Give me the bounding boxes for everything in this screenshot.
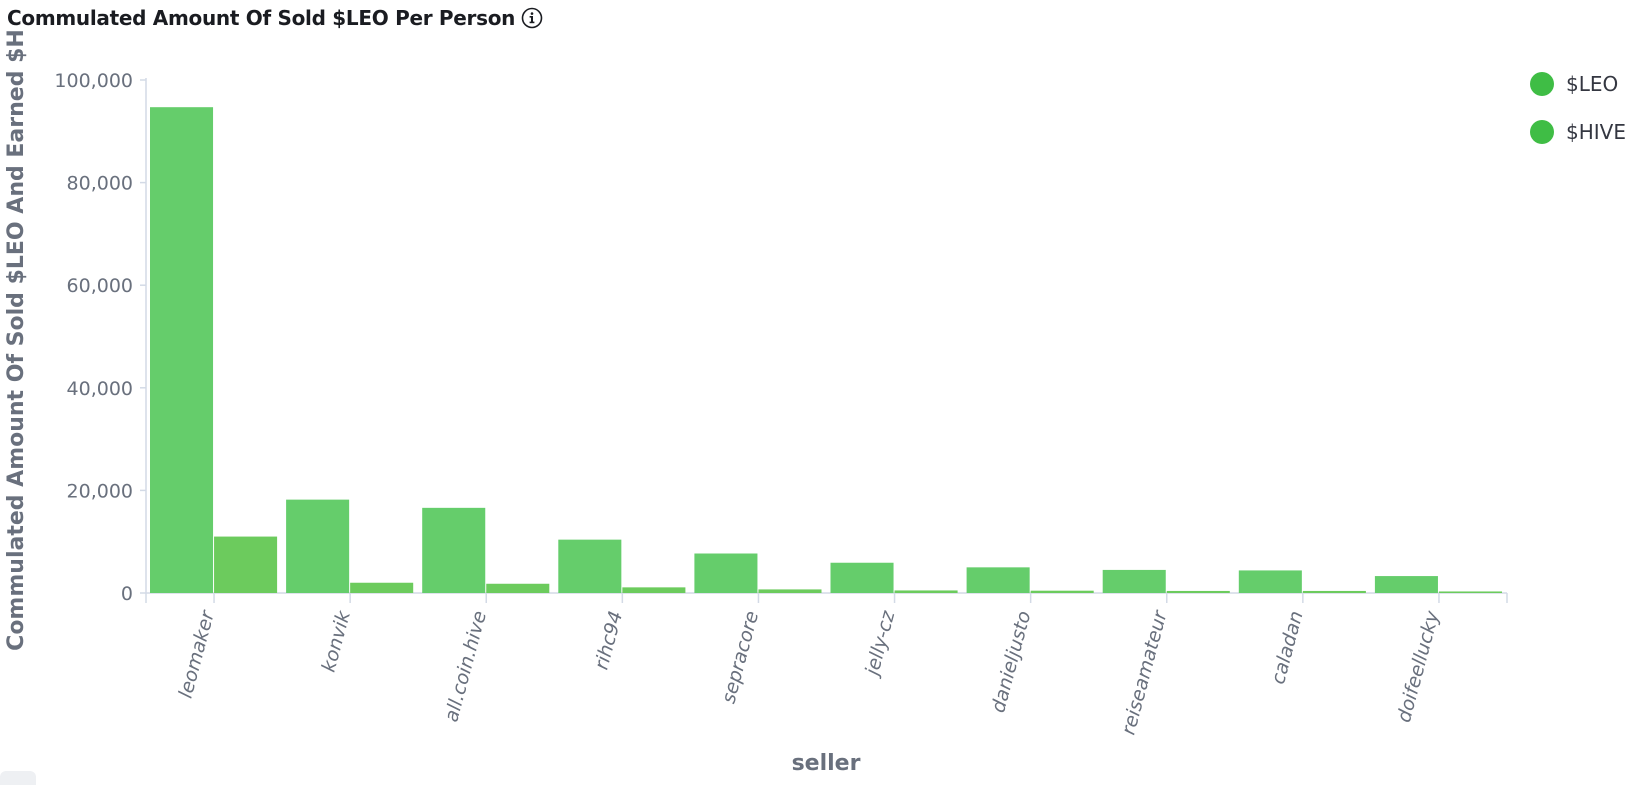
bar-hive-leomaker[interactable] <box>214 536 278 593</box>
bar-hive-rihc94[interactable] <box>622 587 686 593</box>
bar-leo-jelly-cz[interactable] <box>830 562 894 593</box>
y-axis: 0 20,000 40,000 60,000 80,000 100,000 <box>54 70 147 605</box>
legend-swatch <box>1530 120 1554 144</box>
x-tick-label: danieljusto <box>987 609 1035 715</box>
panel-header: Commulated Amount Of Sold $LEO Per Perso… <box>7 6 543 30</box>
x-tick-label: jelly-cz <box>860 608 899 681</box>
bar-leo-sepracore[interactable] <box>694 553 758 593</box>
chart-title: Commulated Amount Of Sold $LEO Per Perso… <box>7 6 516 30</box>
legend-item-hive[interactable]: $HIVE <box>1530 120 1626 144</box>
bar-hive-jelly-cz[interactable] <box>894 590 958 593</box>
bar-hive-sepracore[interactable] <box>758 589 822 593</box>
x-axis: leomaker konvik all.coin.hive rihc94 sepraco… <box>145 592 1508 737</box>
x-tick-label: leomaker <box>175 607 220 700</box>
bar-hive-doifeellucky[interactable] <box>1438 591 1502 593</box>
bar-leo-all.coin.hive[interactable] <box>422 507 486 593</box>
bar-hive-all.coin.hive[interactable] <box>486 583 550 593</box>
panel-corner-tab <box>0 771 36 785</box>
bar-leo-leomaker[interactable] <box>150 107 214 594</box>
legend-label: $LEO <box>1566 72 1618 96</box>
bar-series <box>150 107 1502 594</box>
legend-label: $HIVE <box>1566 120 1626 144</box>
x-tick-label: reiseamateur <box>1117 607 1171 737</box>
bar-hive-reiseamateur[interactable] <box>1166 590 1230 593</box>
info-circle-icon[interactable] <box>521 7 543 29</box>
bar-leo-konvik[interactable] <box>286 499 350 593</box>
bar-hive-konvik[interactable] <box>350 582 414 593</box>
x-axis-title: seller <box>792 751 861 776</box>
bar-leo-caladan[interactable] <box>1238 570 1302 593</box>
x-tick-label: sepracore <box>718 609 764 706</box>
y-axis-title: Commulated Amount Of Sold $LEO And Earne… <box>4 29 29 651</box>
y-tick-label: 80,000 <box>67 173 133 195</box>
x-tick-label: konvik <box>318 608 356 675</box>
bar-hive-danieljusto[interactable] <box>1030 590 1094 593</box>
legend-item-leo[interactable]: $LEO <box>1530 72 1618 96</box>
bar-leo-reiseamateur[interactable] <box>1102 569 1166 593</box>
bar-leo-doifeellucky[interactable] <box>1374 576 1438 593</box>
y-tick-label: 100,000 <box>54 70 133 92</box>
legend-swatch <box>1530 72 1554 96</box>
bar-hive-caladan[interactable] <box>1302 590 1366 593</box>
x-tick-label: all.coin.hive <box>440 609 491 725</box>
x-tick-label: rihc94 <box>590 609 627 672</box>
legend[interactable]: $LEO $HIVE <box>1530 72 1626 144</box>
y-tick-label: 0 <box>121 583 133 605</box>
y-tick-label: 60,000 <box>67 275 133 297</box>
y-tick-label: 40,000 <box>67 378 133 400</box>
bar-leo-danieljusto[interactable] <box>966 567 1030 593</box>
x-tick-label: doifeellucky <box>1393 608 1444 725</box>
x-tick-label: caladan <box>1267 609 1308 687</box>
bar-leo-rihc94[interactable] <box>558 539 622 593</box>
y-tick-label: 20,000 <box>67 480 133 502</box>
